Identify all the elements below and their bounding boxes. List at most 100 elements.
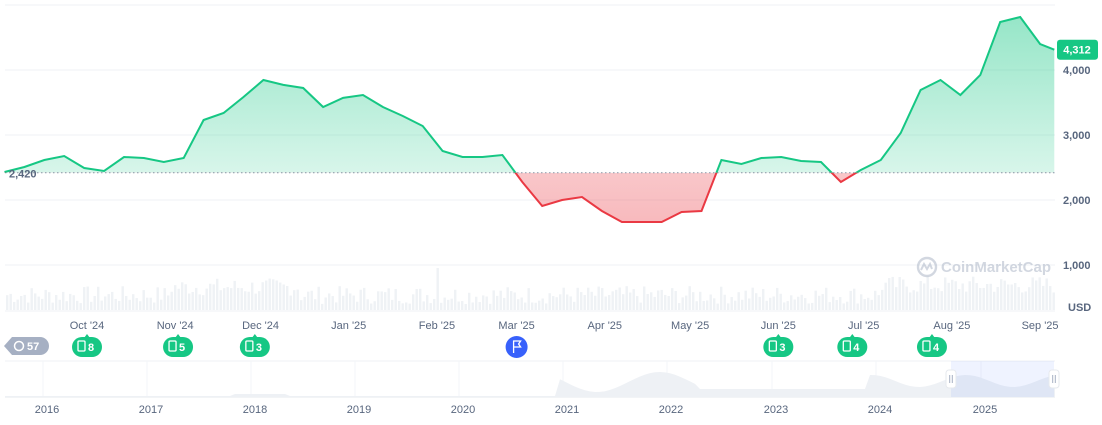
navigator-year-label: 2018 <box>243 404 267 416</box>
volume-bar <box>139 301 142 310</box>
volume-bar <box>205 288 208 310</box>
volume-bar <box>510 291 513 310</box>
volume-bar <box>314 299 317 310</box>
x-tick-label: Apr '25 <box>588 320 623 332</box>
volume-bar <box>363 287 366 310</box>
volume-bar <box>51 302 54 310</box>
navigator-year-label: 2016 <box>35 404 59 416</box>
volume-bar <box>408 303 411 310</box>
volume-bar <box>839 296 842 310</box>
volume-bar <box>503 297 506 310</box>
news-event-badge[interactable]: 5 <box>163 334 194 357</box>
volume-bar <box>461 301 464 310</box>
baseline-label: 2,420 <box>9 169 37 181</box>
volume-bar <box>688 286 691 310</box>
volume-bar <box>741 299 744 310</box>
volume-bar <box>300 300 303 310</box>
volume-bar <box>625 286 628 310</box>
volume-bar <box>650 292 653 310</box>
volume-bar <box>258 291 261 310</box>
volume-bar <box>604 296 607 310</box>
news-event-badge[interactable]: 3 <box>239 334 270 357</box>
volume-bar <box>916 291 919 310</box>
volume-bar <box>716 303 719 310</box>
volume-bar <box>202 295 205 310</box>
volume-bar <box>412 294 415 310</box>
volume-bar <box>566 294 569 310</box>
price-line-up <box>4 15 1055 173</box>
price-line-down <box>4 172 859 223</box>
volume-bar <box>1028 287 1031 310</box>
volume-bar <box>499 290 502 310</box>
y-tick-label: 1,000 <box>1063 260 1091 272</box>
volume-bar <box>1035 280 1038 310</box>
volume-bar <box>541 298 544 310</box>
navigator-handle[interactable] <box>945 369 957 389</box>
volume-bar <box>1007 284 1010 310</box>
navigator-area <box>5 372 1055 397</box>
volume-bar <box>996 286 999 310</box>
x-tick-label: Sep '25 <box>1022 320 1059 332</box>
volume-bar <box>475 296 478 310</box>
volume-bar <box>149 297 152 310</box>
volume-bar <box>800 294 803 310</box>
volume-bar <box>415 289 418 310</box>
volume-bar <box>856 303 859 310</box>
news-event-badge[interactable]: 3 <box>763 334 794 357</box>
volume-bar <box>310 290 313 310</box>
news-event-badge[interactable]: 4 <box>916 334 947 357</box>
volume-bar <box>107 294 110 310</box>
volume-bar <box>758 296 761 310</box>
volume-bar <box>765 300 768 310</box>
volume-bar <box>125 295 128 310</box>
volume-bar <box>643 286 646 310</box>
volume-bar <box>888 278 891 310</box>
news-event-badge[interactable]: 4 <box>837 334 868 357</box>
volume-bar <box>191 291 194 310</box>
volume-bar <box>692 292 695 310</box>
volume-bar <box>601 288 604 310</box>
x-tick-label: May '25 <box>671 320 709 332</box>
volume-bar <box>233 280 236 310</box>
volume-bar <box>34 293 37 310</box>
volume-bar <box>160 299 163 310</box>
volume-bar <box>646 294 649 310</box>
history-event-badge[interactable]: 57 <box>4 337 49 355</box>
volume-bar <box>275 280 278 310</box>
svg-text:8: 8 <box>88 342 94 354</box>
volume-bar <box>846 301 849 310</box>
news-event-badge[interactable]: 8 <box>72 334 102 357</box>
volume-bar <box>272 279 275 310</box>
volume-bar <box>828 302 831 310</box>
volume-bar <box>1010 284 1013 310</box>
volume-bar <box>552 296 555 310</box>
volume-bar <box>1014 283 1017 310</box>
volume-bar <box>884 282 887 310</box>
volume-bar <box>548 293 551 310</box>
volume-bar <box>247 291 250 310</box>
volume-bar <box>457 301 460 310</box>
volume-bar <box>485 296 488 310</box>
flag-event-badge[interactable] <box>505 336 528 358</box>
volume-bar <box>933 287 936 310</box>
navigator[interactable]: 2016 2017 2018 2019 2020 2021 2022 2023 2024 2025 <box>5 360 1060 416</box>
volume-bar <box>993 291 996 310</box>
volume-bar <box>482 295 485 310</box>
volume-bar <box>111 291 114 310</box>
volume-bar <box>783 302 786 310</box>
volume-bar <box>216 278 219 310</box>
volume-bar <box>870 299 873 310</box>
volume-bar <box>69 293 72 310</box>
volume-bar <box>251 282 254 310</box>
volume-bar <box>240 288 243 310</box>
navigator-handle[interactable] <box>1048 369 1060 389</box>
volume-bar <box>387 288 390 310</box>
volume-bar <box>93 296 96 310</box>
volume-bar <box>324 297 327 310</box>
volume-bar <box>818 295 821 310</box>
volume-bar <box>226 287 229 310</box>
volume-bar <box>531 302 534 310</box>
x-tick-label: Feb '25 <box>419 320 455 332</box>
volume-bar <box>55 295 58 310</box>
